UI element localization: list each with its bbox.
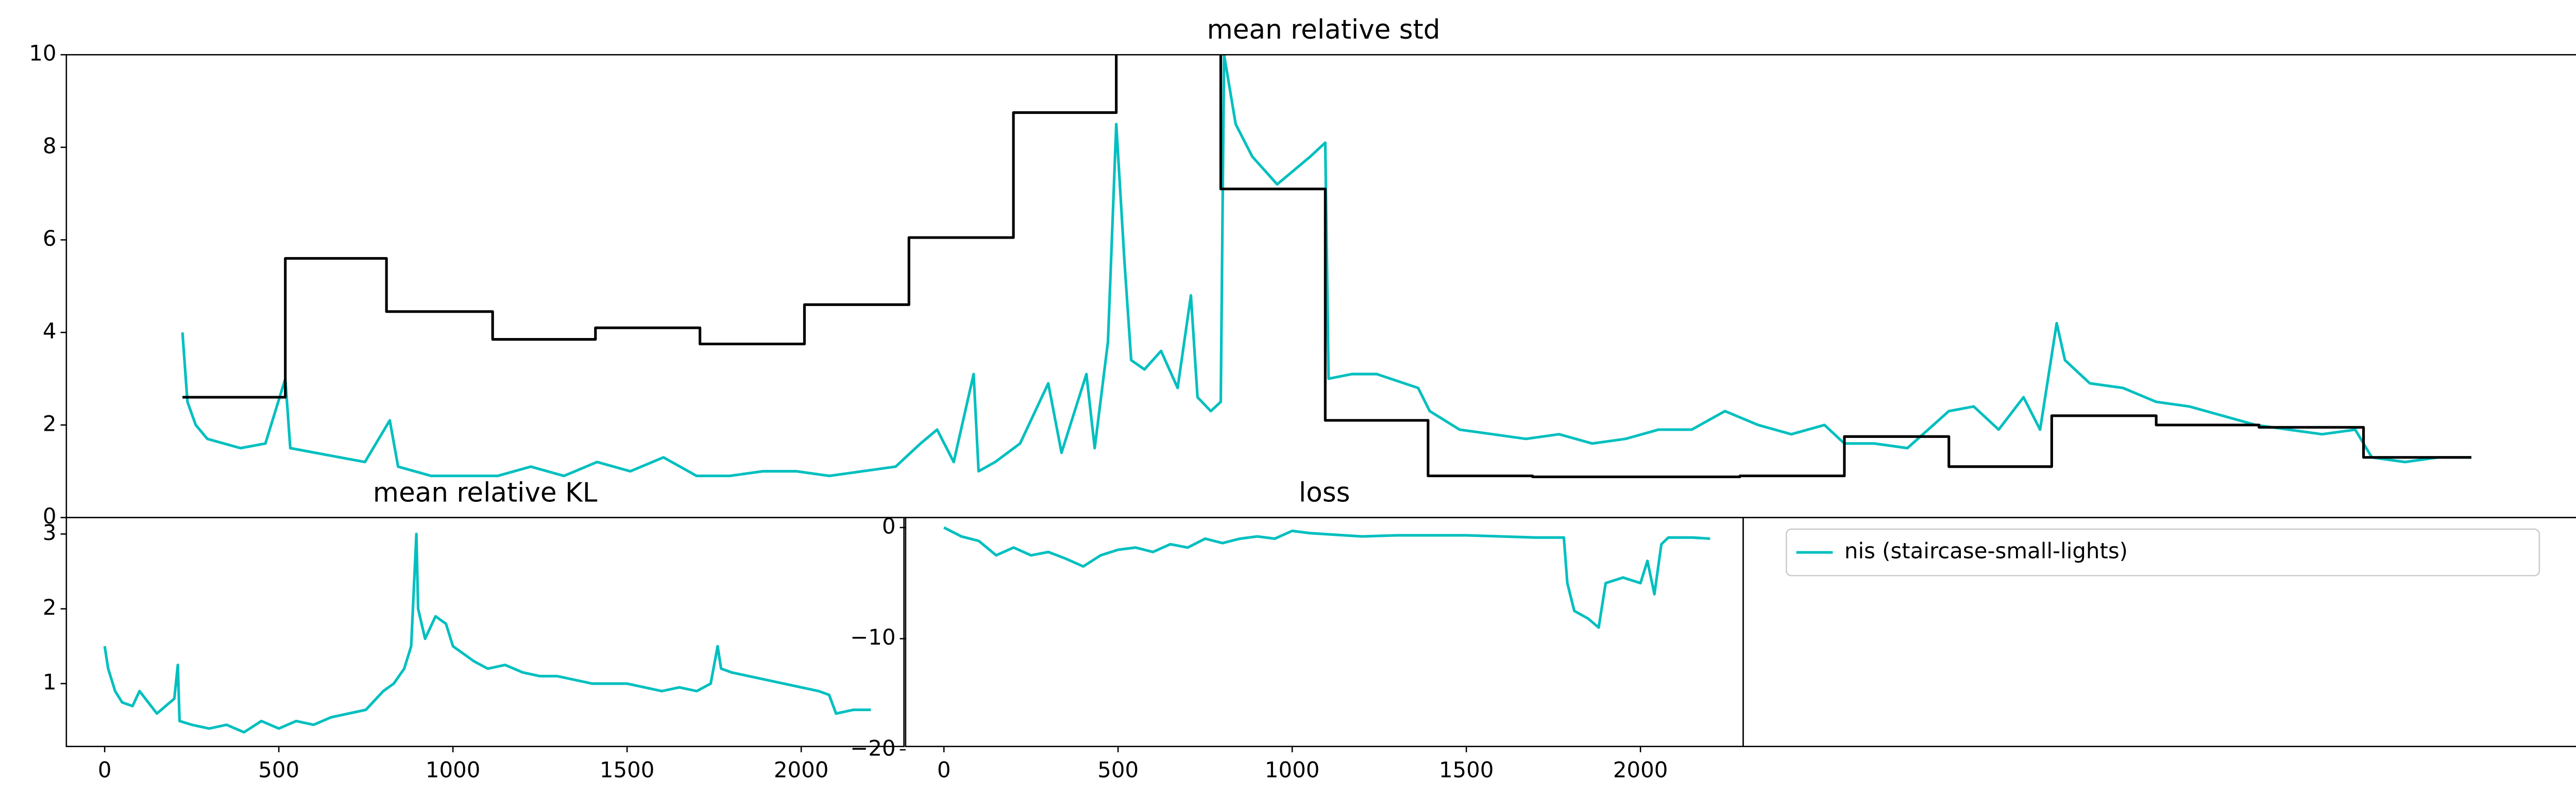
x-tick-label: 1500 (1439, 757, 1494, 782)
y-tick-label: 0 (43, 503, 57, 529)
y-tick-label: 4 (43, 318, 57, 344)
plot-area (66, 517, 904, 747)
x-tick-label: 500 (1097, 757, 1139, 782)
data-line (943, 526, 1710, 629)
y-tick-label: 6 (43, 226, 57, 251)
x-tick-label: 500 (258, 757, 299, 782)
y-tick-label: 2 (43, 595, 57, 620)
y-tick-label: 8 (43, 133, 57, 158)
y-tick-label: −20 (850, 736, 895, 761)
x-tick-label: 1000 (426, 757, 481, 782)
y-tick-label: 2 (43, 411, 57, 436)
x-tick-label: 2000 (1613, 757, 1668, 782)
x-tick-label: 2000 (774, 757, 829, 782)
data-line (182, 55, 2471, 478)
plot-area (905, 517, 1743, 747)
legend-label: nis (staircase-small-lights) (1844, 538, 2128, 564)
legend-box (1785, 528, 2540, 577)
axes-frame (1742, 517, 2576, 747)
x-tick-label: 0 (937, 757, 951, 782)
y-tick-label: 1 (43, 669, 57, 695)
y-tick-label: 3 (43, 520, 57, 545)
chart-title: loss (1299, 477, 1350, 508)
chart-title: mean relative KL (373, 477, 598, 508)
y-tick-label: −10 (850, 625, 895, 650)
axes-frame (65, 517, 905, 747)
plot-area (66, 55, 2576, 518)
x-tick-label: 0 (98, 757, 112, 782)
y-tick-label: 0 (882, 513, 896, 538)
chart-title: mean relative std (1207, 14, 1440, 45)
data-line (181, 55, 2471, 478)
y-tick-label: 10 (29, 41, 56, 66)
x-tick-label: 1500 (600, 757, 655, 782)
data-line (103, 532, 871, 734)
x-tick-label: 1000 (1265, 757, 1320, 782)
panel: nis (staircase-small-lights) (1742, 517, 2576, 747)
panel: 0 2 4 6 8 10 mean relative std (29, 14, 2576, 529)
panel: 0 −10 −20 0 500 1000 1500 2000 loss (850, 477, 1744, 782)
